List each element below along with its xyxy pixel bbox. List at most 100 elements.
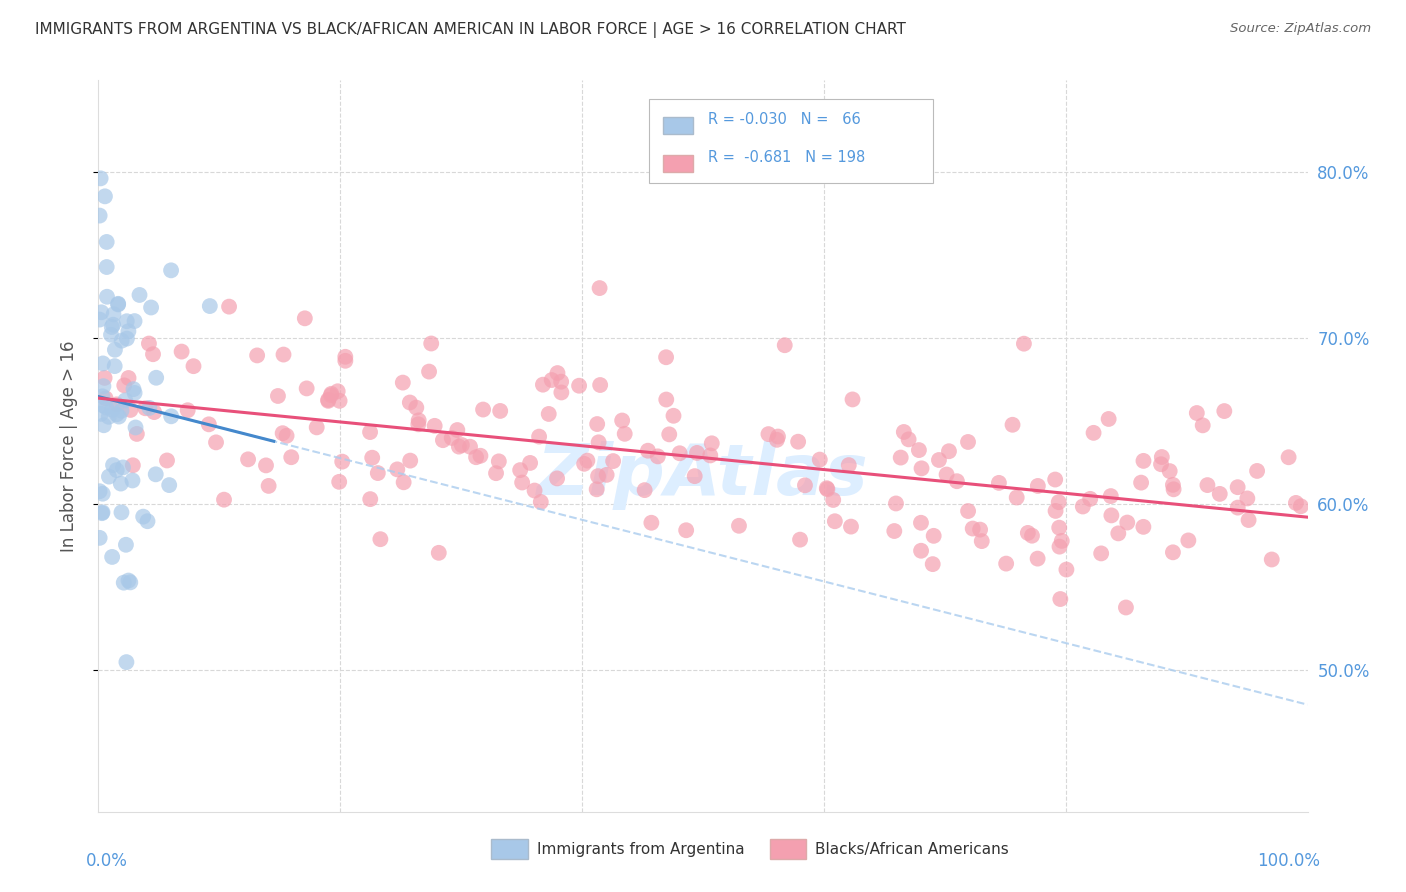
- Point: [922, 529, 945, 543]
- Point: [316, 392, 339, 407]
- Point: [576, 453, 599, 467]
- Bar: [664, 155, 693, 171]
- Point: [392, 475, 415, 490]
- Point: [572, 457, 595, 471]
- Point: [1026, 479, 1049, 493]
- Point: [1043, 473, 1066, 487]
- Point: [1099, 489, 1122, 503]
- Point: [110, 403, 132, 417]
- Point: [91, 389, 114, 403]
- Point: [602, 454, 624, 468]
- Point: [440, 431, 463, 445]
- Point: [1237, 513, 1260, 527]
- Point: [117, 324, 139, 338]
- Point: [115, 538, 138, 552]
- Point: [205, 435, 228, 450]
- Point: [595, 467, 617, 482]
- Point: [160, 263, 183, 277]
- Point: [101, 318, 124, 332]
- Point: [839, 519, 862, 533]
- Point: [613, 426, 636, 441]
- Point: [758, 427, 780, 442]
- Point: [910, 461, 932, 475]
- Point: [987, 475, 1010, 490]
- Point: [124, 420, 146, 434]
- Text: R =  -0.681   N = 198: R = -0.681 N = 198: [707, 150, 865, 165]
- Point: [530, 495, 553, 509]
- Point: [254, 458, 277, 473]
- Point: [104, 359, 127, 373]
- Point: [1050, 533, 1073, 548]
- Point: [1099, 508, 1122, 523]
- Point: [1049, 592, 1071, 607]
- Point: [537, 407, 560, 421]
- Point: [1115, 600, 1137, 615]
- Point: [1107, 526, 1129, 541]
- Point: [794, 478, 817, 492]
- Point: [218, 300, 240, 314]
- Point: [90, 407, 112, 421]
- Point: [405, 401, 427, 415]
- Point: [122, 382, 145, 396]
- Y-axis label: In Labor Force | Age > 16: In Labor Force | Age > 16: [59, 340, 77, 552]
- Point: [1150, 450, 1173, 464]
- Point: [138, 401, 160, 415]
- Point: [198, 417, 221, 432]
- Point: [89, 484, 111, 499]
- Point: [96, 235, 118, 249]
- Text: Blacks/African Americans: Blacks/African Americans: [815, 841, 1010, 856]
- Point: [662, 409, 685, 423]
- Point: [921, 557, 943, 571]
- Point: [815, 481, 838, 495]
- Point: [450, 438, 472, 452]
- Point: [326, 384, 349, 399]
- Point: [134, 401, 156, 416]
- Point: [938, 444, 960, 458]
- Point: [108, 409, 131, 424]
- Point: [647, 450, 669, 464]
- Point: [329, 393, 352, 408]
- Point: [94, 392, 117, 406]
- Point: [139, 301, 162, 315]
- Point: [637, 443, 659, 458]
- Point: [935, 467, 957, 482]
- Point: [1049, 540, 1071, 554]
- Point: [668, 446, 690, 460]
- Point: [125, 426, 148, 441]
- Point: [93, 418, 115, 433]
- Point: [110, 505, 132, 519]
- Point: [568, 378, 591, 392]
- Point: [420, 336, 443, 351]
- Point: [546, 471, 568, 485]
- Point: [316, 393, 339, 408]
- Point: [142, 347, 165, 361]
- Bar: [664, 117, 693, 134]
- Point: [472, 402, 495, 417]
- Point: [1161, 478, 1184, 492]
- Point: [1132, 520, 1154, 534]
- Point: [970, 534, 993, 549]
- Point: [1163, 483, 1185, 497]
- Point: [1090, 546, 1112, 560]
- Point: [1012, 336, 1035, 351]
- Point: [773, 338, 796, 352]
- Point: [117, 371, 139, 385]
- Point: [399, 453, 422, 467]
- Point: [910, 543, 932, 558]
- Text: R = -0.030   N =   66: R = -0.030 N = 66: [707, 112, 860, 127]
- Point: [280, 450, 302, 465]
- Point: [519, 456, 541, 470]
- Point: [910, 516, 932, 530]
- Point: [1285, 496, 1308, 510]
- Point: [523, 483, 546, 498]
- Bar: [769, 838, 806, 859]
- Point: [1026, 551, 1049, 566]
- Point: [91, 505, 114, 519]
- Point: [1209, 487, 1232, 501]
- Point: [540, 373, 562, 387]
- Point: [640, 516, 662, 530]
- Text: 0.0%: 0.0%: [86, 852, 128, 870]
- Bar: [492, 838, 527, 859]
- Point: [89, 312, 111, 326]
- Point: [128, 288, 150, 302]
